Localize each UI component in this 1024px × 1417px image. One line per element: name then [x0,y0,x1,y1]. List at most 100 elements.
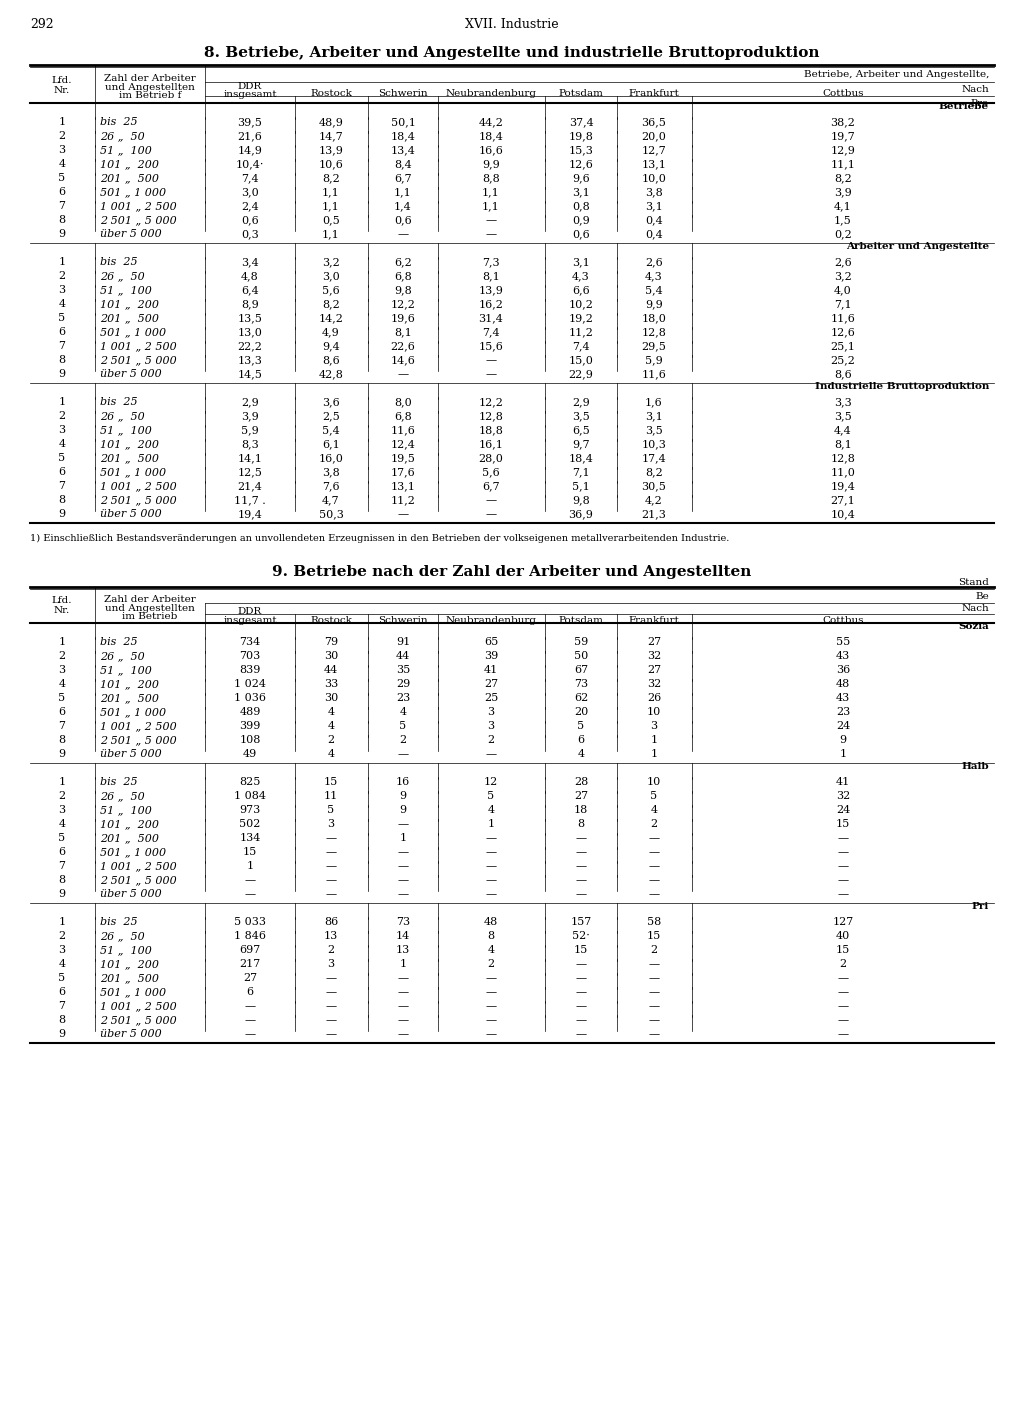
Text: 5: 5 [58,833,66,843]
Text: 11,0: 11,0 [830,468,855,478]
Text: —: — [326,973,337,983]
Text: 27: 27 [647,665,662,674]
Text: —: — [485,215,497,225]
Text: 40: 40 [836,931,850,941]
Text: 51 „  100: 51 „ 100 [100,945,152,955]
Text: 703: 703 [240,650,261,660]
Text: 35: 35 [396,665,411,674]
Text: 18: 18 [573,805,588,815]
Text: 86: 86 [324,917,338,927]
Text: 26 „  50: 26 „ 50 [100,931,144,941]
Text: 23: 23 [836,707,850,717]
Text: 22,2: 22,2 [238,341,262,351]
Text: —: — [485,988,497,998]
Text: 1: 1 [58,397,66,407]
Text: 15: 15 [573,945,588,955]
Text: DDR: DDR [238,82,262,91]
Text: 21,3: 21,3 [642,509,667,519]
Text: 51 „  100: 51 „ 100 [100,425,152,435]
Text: 18,4: 18,4 [568,453,594,463]
Text: 73: 73 [573,679,588,689]
Text: —: — [838,973,849,983]
Text: —: — [575,959,587,969]
Text: 12,6: 12,6 [568,159,594,169]
Text: 19,8: 19,8 [568,130,594,142]
Text: 19,2: 19,2 [568,313,594,323]
Text: —: — [326,1015,337,1024]
Text: —: — [485,495,497,504]
Text: 26 „  50: 26 „ 50 [100,271,144,281]
Text: 37,4: 37,4 [568,118,593,128]
Text: 5,4: 5,4 [645,285,663,295]
Text: —: — [485,509,497,519]
Text: 1 084: 1 084 [234,791,266,801]
Text: —: — [397,988,409,998]
Text: 25: 25 [484,693,498,703]
Text: 15: 15 [647,931,662,941]
Text: 3: 3 [650,721,657,731]
Text: Zahl der Arbeiter: Zahl der Arbeiter [104,595,196,604]
Text: 39: 39 [484,650,498,660]
Text: Be: Be [975,592,989,601]
Text: 734: 734 [240,638,261,648]
Text: 10,4: 10,4 [830,509,855,519]
Text: 13,1: 13,1 [390,480,416,492]
Text: 14,7: 14,7 [318,130,343,142]
Text: 19,6: 19,6 [390,313,416,323]
Text: 201 „  500: 201 „ 500 [100,693,159,703]
Text: Neubrandenburg: Neubrandenburg [445,616,537,625]
Text: 5: 5 [58,313,66,323]
Text: 501 „ 1 000: 501 „ 1 000 [100,707,166,717]
Text: 8,6: 8,6 [835,368,852,378]
Text: 4,3: 4,3 [645,271,663,281]
Text: 24: 24 [836,805,850,815]
Text: Nr.: Nr. [54,606,70,615]
Text: 3,0: 3,0 [323,271,340,281]
Text: —: — [245,888,256,898]
Text: 10: 10 [647,777,662,786]
Text: Industrielle Bruttoproduktion: Industrielle Bruttoproduktion [815,383,989,391]
Text: 2: 2 [58,411,66,421]
Text: 5,6: 5,6 [323,285,340,295]
Text: 2: 2 [58,931,66,941]
Text: 27: 27 [484,679,498,689]
Text: 3,1: 3,1 [645,201,663,211]
Text: 6: 6 [578,735,585,745]
Text: 33: 33 [324,679,338,689]
Text: —: — [245,1000,256,1010]
Text: —: — [648,1015,659,1024]
Text: 2,6: 2,6 [645,256,663,266]
Text: 25,2: 25,2 [830,356,855,366]
Text: 292: 292 [30,18,53,31]
Text: 5: 5 [399,721,407,731]
Text: 6,2: 6,2 [394,256,412,266]
Text: 17,4: 17,4 [642,453,667,463]
Text: 1: 1 [247,862,254,871]
Text: 9: 9 [58,230,66,239]
Text: 5: 5 [58,973,66,983]
Text: 51 „  100: 51 „ 100 [100,285,152,295]
Text: Frankfurt: Frankfurt [629,89,680,98]
Text: 4: 4 [58,679,66,689]
Text: über 5 000: über 5 000 [100,509,162,519]
Text: 4: 4 [328,721,335,731]
Text: 21,4: 21,4 [238,480,262,492]
Text: 55: 55 [836,638,850,648]
Text: 30: 30 [324,650,338,660]
Text: 4: 4 [487,945,495,955]
Text: Halb: Halb [962,762,989,771]
Text: —: — [648,888,659,898]
Text: 4,3: 4,3 [572,271,590,281]
Text: 3,1: 3,1 [645,411,663,421]
Text: 3,5: 3,5 [572,411,590,421]
Text: 12,8: 12,8 [478,411,504,421]
Text: 2,5: 2,5 [323,411,340,421]
Text: 50,1: 50,1 [390,118,416,128]
Text: Arbeiter und Angestellte: Arbeiter und Angestellte [846,242,989,251]
Text: —: — [397,819,409,829]
Text: 3: 3 [58,285,66,295]
Text: 26 „  50: 26 „ 50 [100,411,144,421]
Text: 7: 7 [58,480,66,492]
Text: 16,0: 16,0 [318,453,343,463]
Text: 5: 5 [58,453,66,463]
